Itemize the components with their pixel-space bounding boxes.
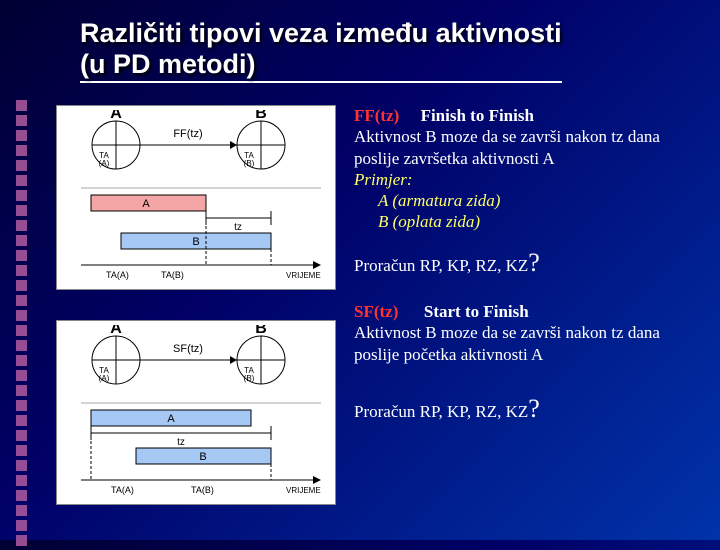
sf-node-b: B TA (B) bbox=[237, 325, 285, 384]
diagrams-column: A TA (A) B TA (B) FF(tz) bbox=[56, 105, 336, 505]
sf-block: SF(tz) Start to Finish Aktivnost B moze … bbox=[354, 301, 696, 365]
ff-calc-line: Proračun RP, KP, RZ, KZ? bbox=[354, 247, 696, 280]
sf-gantt: A B tz TA(A) TA(B) VRIJEME bbox=[81, 403, 321, 495]
svg-text:B: B bbox=[255, 325, 267, 337]
svg-text:TA(B): TA(B) bbox=[191, 485, 214, 495]
ff-block: FF(tz) Finish to Finish Aktivnost B moze… bbox=[354, 105, 696, 233]
svg-text:A: A bbox=[110, 325, 122, 337]
sf-calc-line: Proračun RP, KP, RZ, KZ? bbox=[354, 393, 696, 426]
svg-text:A: A bbox=[167, 413, 175, 425]
sf-calc: Proračun RP, KP, RZ, KZ bbox=[354, 402, 528, 421]
svg-text:(A): (A) bbox=[99, 159, 110, 168]
text-column: FF(tz) Finish to Finish Aktivnost B moze… bbox=[336, 105, 696, 505]
ff-gantt: A B tz TA(A) TA(B) VRIJEME bbox=[81, 188, 321, 280]
svg-text:VRIJEME: VRIJEME bbox=[286, 486, 321, 495]
ff-link-label: FF(tz) bbox=[173, 128, 202, 140]
decorative-bullet-strip bbox=[16, 100, 46, 550]
svg-text:tz: tz bbox=[177, 437, 185, 448]
sf-diagram: A TA (A) B TA (B) SF(tz) bbox=[56, 320, 336, 505]
ff-code: FF(tz) bbox=[354, 106, 399, 125]
ff-question-mark: ? bbox=[528, 248, 540, 277]
sf-question-mark: ? bbox=[528, 394, 540, 423]
content-area: A TA (A) B TA (B) FF(tz) bbox=[56, 105, 706, 505]
svg-text:TA(A): TA(A) bbox=[106, 270, 129, 280]
sf-node-a: A TA (A) bbox=[92, 325, 140, 384]
svg-text:VRIJEME: VRIJEME bbox=[286, 271, 321, 280]
sf-name: Start to Finish bbox=[424, 302, 529, 321]
svg-text:TA(A): TA(A) bbox=[111, 485, 134, 495]
svg-text:(B): (B) bbox=[244, 159, 255, 168]
sf-link-label: SF(tz) bbox=[173, 343, 203, 355]
title-line-1: Različiti tipovi veza između aktivnosti bbox=[80, 18, 562, 48]
sf-desc: Aktivnost B moze da se završi nakon tz d… bbox=[354, 322, 696, 365]
svg-text:A: A bbox=[142, 198, 150, 210]
ff-desc: Aktivnost B moze da se završi nakon tz d… bbox=[354, 126, 696, 169]
svg-text:B: B bbox=[199, 451, 206, 463]
title-line-2: (u PD metodi) bbox=[80, 49, 256, 79]
svg-text:TA(B): TA(B) bbox=[161, 270, 184, 280]
ff-node-a: A TA (A) bbox=[92, 110, 140, 169]
ff-node-b: B TA (B) bbox=[237, 110, 285, 169]
ff-diagram: A TA (A) B TA (B) FF(tz) bbox=[56, 105, 336, 290]
slide-title: Različiti tipovi veza između aktivnosti … bbox=[80, 18, 680, 83]
sf-code: SF(tz) bbox=[354, 302, 398, 321]
svg-text:B: B bbox=[255, 110, 267, 122]
ff-example-label: Primjer: bbox=[354, 169, 696, 190]
svg-text:(A): (A) bbox=[99, 374, 110, 383]
ff-name: Finish to Finish bbox=[421, 106, 534, 125]
ff-example-a: A (armatura zida) bbox=[354, 190, 696, 211]
ff-example-b: B (oplata zida) bbox=[354, 211, 696, 232]
svg-text:A: A bbox=[110, 110, 122, 122]
svg-text:(B): (B) bbox=[244, 374, 255, 383]
svg-text:tz: tz bbox=[234, 222, 242, 233]
svg-text:B: B bbox=[192, 236, 199, 248]
ff-calc: Proračun RP, KP, RZ, KZ bbox=[354, 256, 528, 275]
